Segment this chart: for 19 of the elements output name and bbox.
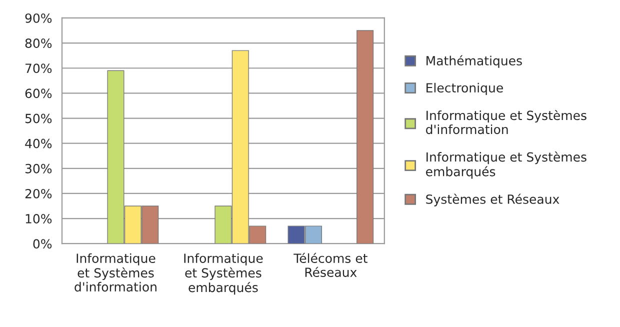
y-tick-label: 20% bbox=[25, 188, 52, 198]
y-tick-label: 70% bbox=[26, 64, 52, 74]
y-tick-label: 30% bbox=[25, 164, 52, 174]
y-tick-label: 80% bbox=[25, 38, 52, 48]
x-tick-label: Télécoms et Réseaux bbox=[294, 252, 368, 278]
y-tick-label: 40% bbox=[25, 138, 52, 148]
y-tick-label: 0% bbox=[33, 239, 52, 249]
legend-label: Informatique et Systèmes embarqués bbox=[426, 152, 586, 179]
legend-label: Mathématiques bbox=[426, 55, 522, 68]
y-tick-label: 50% bbox=[25, 114, 52, 124]
y-tick-label: 10% bbox=[26, 214, 52, 224]
y-tick-label: 90% bbox=[25, 13, 52, 23]
x-tick-label: Informatique et Systèmes embarqués bbox=[184, 253, 263, 295]
legend-label: Informatique et Systèmes d'information bbox=[426, 110, 586, 134]
legend-label: Electronique bbox=[426, 82, 503, 95]
y-tick-label: 60% bbox=[25, 88, 52, 98]
x-tick-label: Informatique et Systèmes d'information bbox=[74, 253, 156, 292]
legend-label: Systèmes et Réseaux bbox=[426, 194, 560, 206]
bar bbox=[356, 30, 374, 244]
